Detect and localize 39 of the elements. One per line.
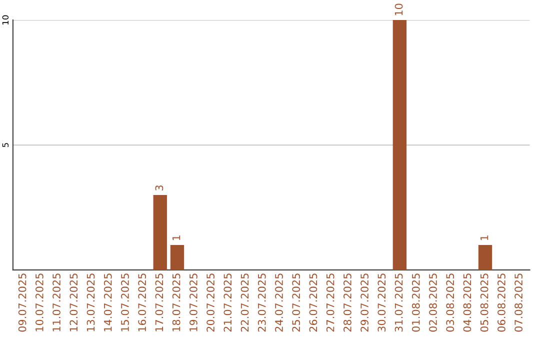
x-tick-label: 21.07.2025 [224, 274, 232, 332]
x-tick-label: 04.08.2025 [463, 274, 472, 332]
x-tick-label: 06.08.2025 [498, 274, 506, 332]
x-tick-label: 16.07.2025 [138, 274, 146, 332]
x-tick-label: 24.07.2025 [275, 274, 283, 332]
x-tick-label: 12.07.2025 [70, 274, 78, 332]
data-label: 3 [155, 185, 164, 190]
x-tick-label: 03.08.2025 [446, 274, 454, 332]
x-tick-label: 26.07.2025 [309, 274, 318, 332]
x-tick-label: 22.07.2025 [240, 274, 249, 332]
x-tick-label: 05.08.2025 [480, 274, 488, 332]
x-tick-label: 07.08.2025 [514, 274, 522, 332]
y-tick-label: 5 [2, 143, 9, 148]
x-tick-label: 02.08.2025 [429, 274, 437, 332]
x-tick-label: 20.07.2025 [206, 274, 214, 332]
x-tick-label: 01.08.2025 [412, 274, 420, 332]
x-tick-label: 11.07.2025 [52, 274, 60, 332]
x-tick-label: 10.07.2025 [35, 274, 44, 332]
x-tick-label: 27.07.2025 [326, 274, 334, 332]
x-tick-label: 13.07.2025 [86, 274, 95, 332]
bar [478, 244, 492, 270]
x-tick-label: 23.07.2025 [258, 274, 266, 332]
bar [153, 194, 167, 270]
x-tick-label: 28.07.2025 [343, 274, 352, 332]
data-label: 10 [394, 4, 403, 16]
bar [170, 244, 184, 270]
x-tick-label: 15.07.2025 [121, 274, 129, 332]
x-tick-label: 19.07.2025 [189, 274, 198, 332]
x-tick-label: 09.07.2025 [18, 274, 26, 332]
data-label: 1 [172, 236, 180, 240]
x-tick-label: 18.07.2025 [172, 274, 180, 332]
bar [392, 20, 407, 270]
x-tick-label: 14.07.2025 [104, 274, 112, 332]
x-tick-label: 31.07.2025 [394, 274, 403, 332]
x-tick-label: 30.07.2025 [378, 274, 386, 332]
x-tick-label: 17.07.2025 [155, 274, 164, 332]
x-tick-label: 29.07.2025 [360, 274, 368, 332]
x-tick-label: 25.07.2025 [292, 274, 300, 332]
data-label: 1 [480, 236, 488, 240]
